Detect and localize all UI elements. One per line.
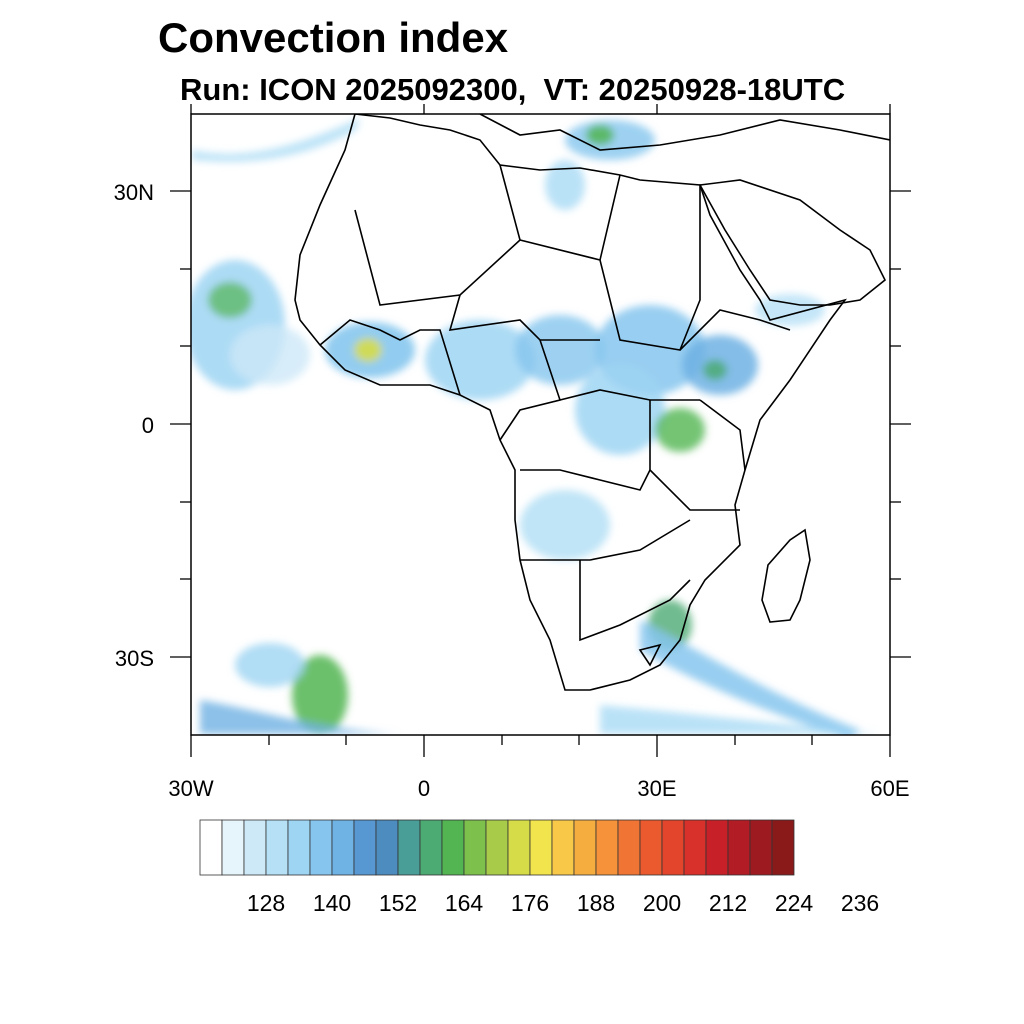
- colorbar: [199, 819, 795, 876]
- lon-label-0: 0: [417, 776, 431, 801]
- colorbar-box: [441, 819, 465, 876]
- coastlines: [294, 114, 890, 691]
- colorbar-label: 236: [840, 890, 880, 916]
- lat-label-30s: 30S: [114, 646, 154, 671]
- lon-label-30e: 30E: [637, 776, 677, 801]
- colorbar-label: 212: [708, 890, 748, 916]
- colorbar-label: 200: [642, 890, 682, 916]
- colorbar-box: [287, 819, 311, 876]
- axis-ticks: [170, 104, 911, 757]
- colorbar-box: [683, 819, 707, 876]
- colorbar-box: [397, 819, 421, 876]
- colorbar-box: [309, 819, 333, 876]
- colorbar-box: [551, 819, 575, 876]
- colorbar-label: 176: [510, 890, 550, 916]
- convection-field: [191, 118, 880, 735]
- lat-label-30n: 30N: [113, 180, 154, 205]
- colorbar-box: [419, 819, 443, 876]
- colorbar-box: [595, 819, 619, 876]
- colorbar-label: 152: [378, 890, 418, 916]
- colorbar-label: 128: [246, 890, 286, 916]
- colorbar-box: [749, 819, 773, 876]
- colorbar-box: [243, 819, 267, 876]
- colorbar-box: [639, 819, 663, 876]
- colorbar-box: [617, 819, 641, 876]
- colorbar-box: [661, 819, 685, 876]
- colorbar-box: [705, 819, 729, 876]
- colorbar-box: [221, 819, 245, 876]
- colorbar-box: [199, 819, 223, 876]
- colorbar-box: [771, 819, 795, 876]
- colorbar-box: [353, 819, 377, 876]
- colorbar-box: [529, 819, 553, 876]
- colorbar-label: 140: [312, 890, 352, 916]
- lon-label-30w: 30W: [168, 776, 214, 801]
- colorbar-box: [485, 819, 509, 876]
- colorbar-box: [463, 819, 487, 876]
- lat-label-0: 0: [141, 413, 154, 438]
- colorbar-box: [375, 819, 399, 876]
- chart-title: Convection index: [158, 14, 509, 61]
- colorbar-label: 224: [774, 890, 814, 916]
- colorbar-box: [573, 819, 597, 876]
- colorbar-label: 164: [444, 890, 484, 916]
- colorbar-box: [727, 819, 751, 876]
- colorbar-box: [331, 819, 355, 876]
- colorbar-box: [507, 819, 531, 876]
- colorbar-label: 188: [576, 890, 616, 916]
- colorbar-box: [265, 819, 289, 876]
- map-frame: [190, 113, 891, 736]
- chart-subtitle: Run: ICON 2025092300, VT: 20250928-18UTC: [180, 72, 846, 107]
- lon-label-60e: 60E: [870, 776, 910, 801]
